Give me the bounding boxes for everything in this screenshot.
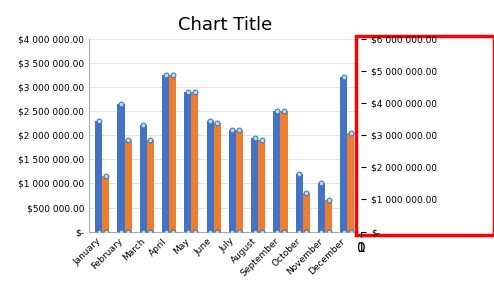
Bar: [281, 111, 288, 232]
Bar: [124, 140, 132, 232]
Bar: [251, 138, 258, 232]
Bar: [229, 130, 236, 232]
Title: Chart Title: Chart Title: [178, 16, 272, 34]
Bar: [140, 126, 147, 232]
Bar: [236, 130, 243, 232]
Bar: [169, 75, 176, 232]
Bar: [147, 140, 154, 232]
Bar: [295, 174, 303, 232]
Bar: [191, 92, 199, 232]
Bar: [347, 133, 354, 232]
Bar: [258, 140, 265, 232]
Bar: [273, 111, 281, 232]
Bar: [184, 92, 191, 232]
Bar: [95, 121, 102, 232]
Bar: [340, 77, 347, 232]
Bar: [318, 184, 325, 232]
Bar: [102, 176, 109, 232]
Bar: [303, 193, 310, 232]
Bar: [118, 104, 124, 232]
Bar: [213, 123, 221, 232]
Bar: [162, 75, 169, 232]
Bar: [206, 121, 213, 232]
Bar: [325, 200, 332, 232]
